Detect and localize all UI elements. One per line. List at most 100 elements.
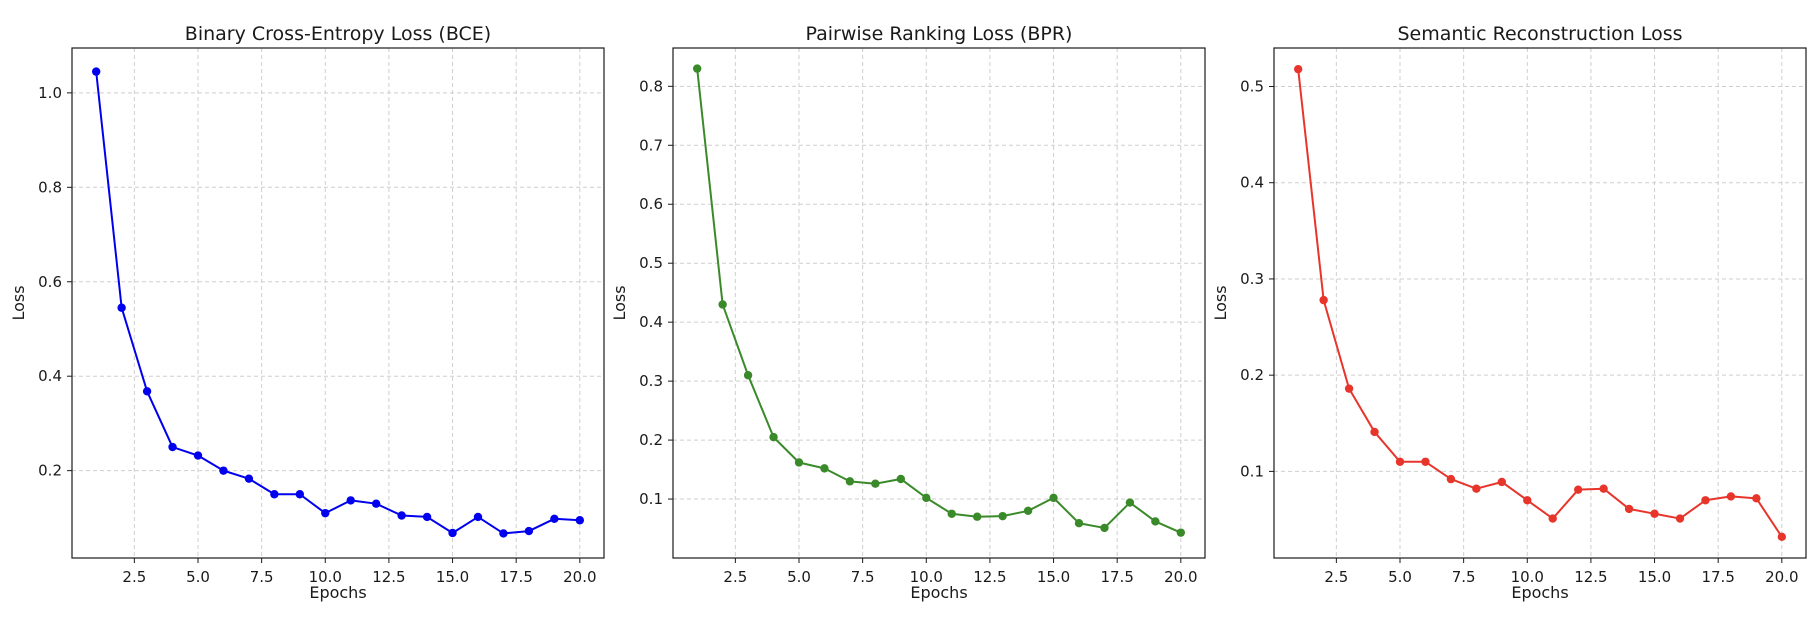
data-point: [947, 509, 956, 518]
chart-title: Pairwise Ranking Loss (BPR): [806, 23, 1073, 45]
x-axis-label: Epochs: [910, 583, 967, 602]
y-tick-label: 0.8: [38, 178, 62, 196]
data-point: [244, 474, 254, 483]
x-tick-label: 7.5: [851, 568, 875, 586]
data-point: [1370, 427, 1379, 437]
x-tick-label: 10.0: [910, 568, 943, 586]
x-tick-label: 17.5: [1701, 568, 1734, 586]
y-tick-label: 0.2: [639, 431, 663, 449]
x-tick-label: 20.0: [1765, 568, 1798, 586]
x-tick-label: 2.5: [1324, 568, 1348, 586]
x-tick-label: 12.5: [1574, 568, 1607, 586]
data-point: [524, 526, 534, 536]
data-point: [1395, 457, 1405, 466]
x-tick-label: 5.0: [787, 568, 811, 586]
data-point: [499, 529, 508, 538]
data-point: [219, 466, 228, 475]
data-point: [1421, 457, 1430, 466]
y-tick-label: 0.1: [1240, 462, 1264, 480]
data-point: [1344, 384, 1354, 393]
x-tick-label: 17.5: [1100, 568, 1133, 586]
data-point: [1319, 295, 1328, 305]
x-tick-label: 17.5: [499, 568, 532, 586]
data-point: [1100, 523, 1109, 533]
data-point: [193, 451, 203, 460]
data-point: [1650, 509, 1659, 518]
chart-panel-1: 2.5 5.0 7.5 10.0 12.5 15.0 17.5 20.0 0.2 0.4 0.6 0.…: [9, 23, 605, 602]
x-tick-label: 7.5: [1452, 568, 1476, 586]
data-point: [168, 442, 177, 452]
x-tick-label: 15.0: [1638, 568, 1671, 586]
data-point: [1777, 532, 1787, 542]
data-point: [896, 474, 906, 484]
y-tick-label: 0.1: [639, 490, 663, 508]
x-tick-label: 20.0: [563, 568, 596, 586]
y-axis-label: Loss: [610, 285, 629, 320]
y-tick-label: 1.0: [38, 84, 62, 102]
x-tick-label: 20.0: [1164, 568, 1197, 586]
data-point: [1176, 528, 1186, 537]
data-point: [397, 511, 406, 520]
data-point: [91, 67, 101, 76]
y-axis-label: Loss: [9, 285, 28, 320]
data-point: [1675, 514, 1685, 523]
y-tick-label: 0.5: [639, 254, 663, 272]
plot-frame: [672, 47, 1206, 559]
x-tick-label: 7.5: [250, 568, 274, 586]
data-point: [1023, 506, 1033, 516]
series-line: [95, 71, 580, 535]
plot-frame: [1273, 47, 1807, 559]
plot-frame: [71, 47, 605, 559]
x-tick-label: 12.5: [973, 568, 1006, 586]
data-point: [1151, 517, 1160, 526]
data-point: [575, 516, 585, 525]
data-point: [1599, 484, 1608, 493]
x-tick-label: 5.0: [1388, 568, 1412, 586]
data-point: [1523, 496, 1532, 505]
data-point: [448, 528, 457, 538]
data-point: [998, 511, 1007, 521]
data-point: [1125, 498, 1135, 507]
y-tick-label: 0.2: [1240, 366, 1264, 384]
chart-panel-3: 2.5 5.0 7.5 10.0 12.5 15.0 17.5 20.0 0.1 0.2 0.3 0.…: [1211, 23, 1807, 602]
data-point: [871, 479, 880, 488]
data-point: [1624, 504, 1634, 514]
x-axis-label: Epochs: [1511, 583, 1568, 602]
y-tick-label: 0.4: [639, 313, 663, 331]
x-axis-label: Epochs: [309, 583, 366, 602]
x-tick-label: 2.5: [723, 568, 747, 586]
data-point: [794, 458, 804, 467]
data-point: [1497, 477, 1507, 487]
x-tick-label: 15.0: [436, 568, 469, 586]
x-tick-label: 10.0: [1511, 568, 1544, 586]
series-line: [1297, 69, 1783, 538]
data-point: [295, 490, 305, 499]
data-point: [845, 477, 855, 486]
data-point: [473, 512, 483, 522]
data-point: [346, 496, 355, 505]
data-point: [1049, 493, 1058, 503]
data-point: [1548, 514, 1557, 523]
y-tick-label: 0.3: [639, 372, 663, 390]
data-point: [692, 64, 702, 73]
chart-title: Binary Cross-Entropy Loss (BCE): [185, 23, 491, 45]
data-point: [1726, 492, 1736, 501]
data-point: [972, 512, 982, 521]
data-point: [422, 512, 432, 522]
y-tick-label: 0.6: [639, 195, 663, 213]
data-point: [1701, 496, 1710, 505]
x-tick-label: 10.0: [309, 568, 342, 586]
y-tick-label: 0.4: [38, 367, 62, 385]
data-point: [769, 432, 778, 442]
data-point: [1293, 64, 1303, 74]
data-point: [820, 464, 829, 473]
x-tick-label: 5.0: [186, 568, 210, 586]
y-tick-label: 0.8: [639, 77, 663, 95]
data-point: [1446, 474, 1456, 484]
data-point: [142, 387, 152, 396]
y-tick-label: 0.6: [38, 273, 62, 291]
y-tick-label: 0.3: [1240, 270, 1264, 288]
y-tick-label: 0.4: [1240, 174, 1264, 192]
